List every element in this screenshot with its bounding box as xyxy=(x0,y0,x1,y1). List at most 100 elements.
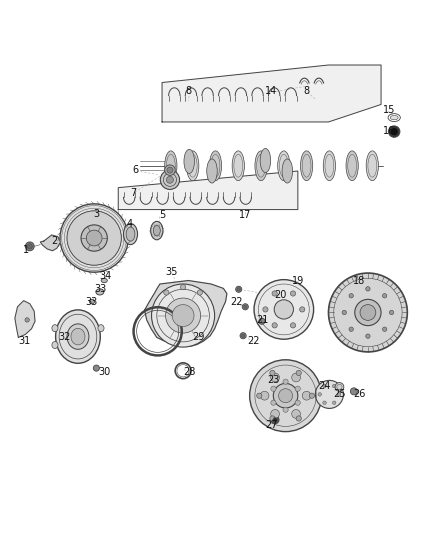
Circle shape xyxy=(166,298,201,333)
Circle shape xyxy=(260,391,269,400)
Circle shape xyxy=(160,170,180,189)
Circle shape xyxy=(257,393,262,398)
Circle shape xyxy=(172,304,194,327)
Circle shape xyxy=(237,287,240,291)
Ellipse shape xyxy=(346,151,358,181)
Circle shape xyxy=(259,318,265,324)
Circle shape xyxy=(271,400,276,405)
Text: 30: 30 xyxy=(98,367,110,377)
Circle shape xyxy=(355,300,381,326)
Text: 7: 7 xyxy=(131,188,137,198)
Circle shape xyxy=(27,244,32,249)
Circle shape xyxy=(302,391,311,400)
Circle shape xyxy=(350,388,357,395)
Ellipse shape xyxy=(366,151,378,181)
Ellipse shape xyxy=(278,151,290,181)
Circle shape xyxy=(272,291,277,296)
Circle shape xyxy=(337,393,341,396)
Ellipse shape xyxy=(260,149,271,173)
Ellipse shape xyxy=(52,342,58,349)
Text: 6: 6 xyxy=(133,165,139,175)
Text: 21: 21 xyxy=(257,315,269,325)
Circle shape xyxy=(271,416,279,424)
Text: 23: 23 xyxy=(268,375,280,385)
Text: 4: 4 xyxy=(126,219,132,229)
Text: 8: 8 xyxy=(185,86,191,96)
Circle shape xyxy=(292,409,300,418)
Circle shape xyxy=(335,383,344,391)
Circle shape xyxy=(290,291,296,296)
Circle shape xyxy=(250,360,321,432)
Ellipse shape xyxy=(89,300,95,304)
Text: 31: 31 xyxy=(18,336,30,346)
Ellipse shape xyxy=(56,310,100,364)
Ellipse shape xyxy=(232,151,244,181)
Circle shape xyxy=(165,165,175,175)
Circle shape xyxy=(309,393,314,398)
Circle shape xyxy=(274,300,293,319)
Ellipse shape xyxy=(207,159,217,183)
Text: 15: 15 xyxy=(383,104,395,115)
Text: 20: 20 xyxy=(274,290,286,300)
Ellipse shape xyxy=(255,151,267,181)
Text: 14: 14 xyxy=(265,86,278,96)
Polygon shape xyxy=(118,171,298,209)
Circle shape xyxy=(382,327,387,332)
Circle shape xyxy=(296,370,301,376)
Circle shape xyxy=(93,365,99,371)
Circle shape xyxy=(315,381,343,408)
Text: 26: 26 xyxy=(353,389,365,399)
Circle shape xyxy=(332,384,336,388)
Text: 22: 22 xyxy=(230,297,243,308)
Text: 16: 16 xyxy=(383,126,395,136)
Polygon shape xyxy=(40,235,60,251)
Polygon shape xyxy=(15,301,35,337)
Circle shape xyxy=(164,290,169,295)
Ellipse shape xyxy=(300,151,313,181)
Circle shape xyxy=(349,294,353,298)
Circle shape xyxy=(67,211,121,265)
Text: 33: 33 xyxy=(85,297,97,308)
Circle shape xyxy=(332,401,336,405)
Circle shape xyxy=(242,304,248,310)
Text: 27: 27 xyxy=(265,420,278,430)
Circle shape xyxy=(241,334,245,337)
Circle shape xyxy=(283,379,288,384)
Circle shape xyxy=(236,286,242,292)
Ellipse shape xyxy=(126,227,135,241)
Circle shape xyxy=(366,287,370,291)
Circle shape xyxy=(244,305,247,309)
Ellipse shape xyxy=(98,325,104,332)
Text: 1: 1 xyxy=(23,245,29,255)
Circle shape xyxy=(166,176,173,183)
Circle shape xyxy=(295,400,300,405)
Text: 24: 24 xyxy=(318,381,330,391)
Ellipse shape xyxy=(52,325,58,332)
Text: 18: 18 xyxy=(353,276,365,286)
Circle shape xyxy=(342,310,346,314)
Ellipse shape xyxy=(71,328,85,345)
Circle shape xyxy=(279,389,293,403)
Circle shape xyxy=(271,386,276,391)
Ellipse shape xyxy=(165,151,177,181)
Circle shape xyxy=(292,373,300,382)
Circle shape xyxy=(290,322,296,328)
Polygon shape xyxy=(145,280,227,346)
Text: 28: 28 xyxy=(183,367,195,377)
Circle shape xyxy=(283,407,288,413)
Circle shape xyxy=(300,307,305,312)
Circle shape xyxy=(349,327,353,332)
Ellipse shape xyxy=(184,149,194,173)
Text: 35: 35 xyxy=(166,266,178,277)
Ellipse shape xyxy=(209,151,222,181)
Text: 33: 33 xyxy=(95,284,107,294)
Circle shape xyxy=(296,416,301,421)
Text: 22: 22 xyxy=(247,336,259,346)
Circle shape xyxy=(60,204,128,272)
Circle shape xyxy=(323,401,326,405)
Ellipse shape xyxy=(101,278,107,282)
Circle shape xyxy=(81,225,107,251)
Text: 32: 32 xyxy=(59,333,71,343)
Circle shape xyxy=(86,230,102,246)
Polygon shape xyxy=(162,65,381,122)
